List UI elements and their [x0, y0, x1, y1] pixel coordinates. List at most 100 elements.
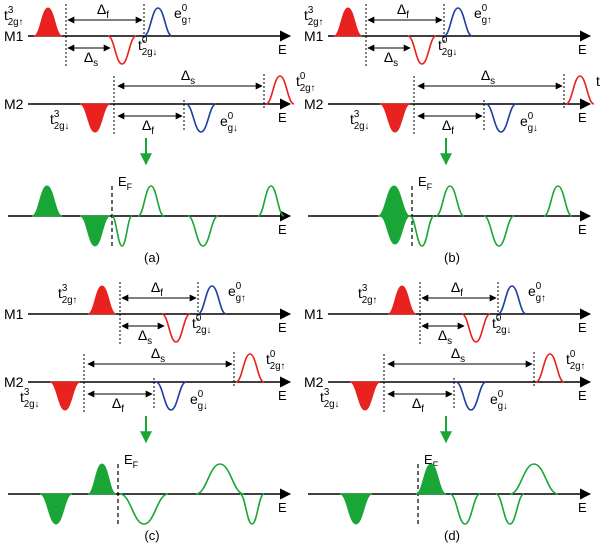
m1-eg-up-empty [443, 7, 473, 37]
m2-delta-f-label: Δf [142, 117, 154, 137]
panel-label: (b) [444, 250, 460, 265]
m2-t2g-up-empty [265, 75, 295, 105]
m1-t2g-up-label: t3 2g↑ [58, 283, 78, 306]
m2-delta-s-label: Δs [181, 67, 195, 87]
m1-eg-up-label: e0 g↑ [228, 281, 246, 304]
m2-t2g-down-peak [349, 381, 381, 411]
m1-t2g-up-label: t3 2g↑ [358, 283, 378, 306]
combined-up-empty-1 [509, 463, 559, 495]
combined-down-empty-1 [409, 215, 435, 247]
panel-d: M1 E Δf Δs t3 2g↑ e0 g↑ t0 2g↓ M2 E Δs Δf t3 2g↓ e0 g↓ t0 2… [304, 279, 592, 543]
m1-e-label: E [578, 42, 587, 57]
m1-delta-s-label: Δs [84, 49, 98, 69]
combined-up-filled [31, 185, 63, 217]
combined-up-empty-2 [257, 185, 285, 217]
m1-label: M1 [304, 28, 324, 44]
m2-t2g-up-empty [535, 353, 565, 383]
m1-label: M1 [4, 28, 24, 44]
combined-up-empty-2 [543, 185, 573, 217]
combined-up-filled [87, 463, 117, 495]
m1-delta-s-label: Δs [384, 49, 398, 69]
fermi-level-label: EF [418, 174, 433, 192]
m1-t2g-down-empty [161, 313, 191, 343]
combined-down-empty-1 [119, 493, 169, 525]
m1-eg-up-empty [197, 285, 227, 315]
panel-label: (c) [144, 528, 159, 543]
m1-t2g-up-peak [87, 285, 117, 315]
combined-down-empty-2 [483, 215, 515, 247]
combined-down-empty-2 [239, 493, 265, 525]
m1-e-label: E [278, 320, 287, 335]
m2-eg-down-empty [455, 381, 487, 411]
m1-t2g-down-empty [407, 35, 437, 65]
m1-eg-up-label: e0 g↑ [528, 281, 546, 304]
combined-down-filled [379, 215, 411, 245]
panel-a: M1 E Δf Δs t3 2g↑ e0 g↑ t0 2g↓ M2 E Δs Δf t3 2g↓ e0 g↓ t0 2… [4, 1, 316, 265]
fermi-level-label: EF [124, 452, 139, 470]
combined-up-filled [377, 185, 411, 217]
m1-e-label: E [578, 320, 587, 335]
m1-label: M1 [304, 306, 324, 322]
m2-e-label: E [278, 110, 287, 125]
m1-eg-up-empty [143, 7, 173, 37]
m2-delta-f-label: Δf [442, 117, 454, 137]
m1-delta-s-label: Δs [438, 327, 452, 347]
panels-root: M1 E Δf Δs t3 2g↑ e0 g↑ t0 2g↓ M2 E Δs Δf t3 2g↓ e0 g↓ t0 2… [4, 1, 600, 543]
m1-t2g-down-empty [107, 35, 137, 65]
combined-down-filled [339, 493, 373, 525]
m1-t2g-up-peak [333, 7, 363, 37]
m1-label: M1 [4, 306, 24, 322]
m2-delta-f-label: Δf [112, 395, 124, 415]
m2-eg-down-empty [185, 103, 217, 133]
fermi-level-label: EF [424, 452, 439, 470]
combined-e-label: E [578, 500, 587, 515]
combined-up-empty-1 [195, 463, 245, 495]
m2-eg-down-label: e0 g↓ [520, 111, 538, 134]
m1-e-label: E [278, 42, 287, 57]
m1-t2g-up-peak [387, 285, 417, 315]
m2-t2g-up-empty [565, 75, 595, 105]
m1-delta-f-label: Δf [97, 1, 109, 21]
m2-eg-down-label: e0 g↓ [190, 389, 208, 412]
m2-delta-s-label: Δs [481, 67, 495, 87]
m1-delta-f-label: Δf [451, 279, 463, 299]
combined-e-label: E [278, 500, 287, 515]
m2-label: M2 [304, 374, 324, 390]
combined-e-label: E [278, 222, 287, 237]
combined-up-filled [415, 463, 447, 495]
panel-label: (a) [144, 250, 160, 265]
m2-label: M2 [304, 96, 324, 112]
m2-t2g-up-empty [235, 353, 265, 383]
m2-e-label: E [578, 110, 587, 125]
combined-down-empty-1 [449, 493, 481, 525]
combined-e-label: E [578, 222, 587, 237]
combined-down-empty-2 [495, 493, 525, 525]
combined-up-empty-1 [137, 185, 165, 217]
m1-t2g-down-label: t0 2g↓ [138, 35, 158, 58]
combined-down-empty-2 [187, 215, 219, 247]
panel-c: M1 E Δf Δs t3 2g↑ e0 g↑ t0 2g↓ M2 E Δs Δf t3 2g↓ e0 g↓ t0 2… [4, 279, 292, 543]
m2-label: M2 [4, 374, 24, 390]
m1-delta-s-label: Δs [138, 327, 152, 347]
m2-t2g-down-peak [379, 103, 411, 133]
panel-label: (d) [444, 528, 460, 543]
m1-t2g-up-label: t3 2g↑ [4, 5, 24, 28]
combined-down-filled [39, 493, 73, 525]
m1-t2g-up-peak [33, 7, 63, 37]
m2-delta-s-label: Δs [151, 345, 165, 365]
m2-t2g-down-peak [79, 103, 111, 133]
m2-eg-down-empty [155, 381, 187, 411]
m1-t2g-down-label: t0 2g↓ [438, 35, 458, 58]
m2-eg-down-empty [485, 103, 517, 133]
m2-delta-f-label: Δf [412, 395, 424, 415]
m2-t2g-down-label: t3 2g↓ [20, 387, 40, 410]
m1-delta-f-label: Δf [397, 1, 409, 21]
m1-eg-up-empty [497, 285, 527, 315]
m2-e-label: E [578, 388, 587, 403]
